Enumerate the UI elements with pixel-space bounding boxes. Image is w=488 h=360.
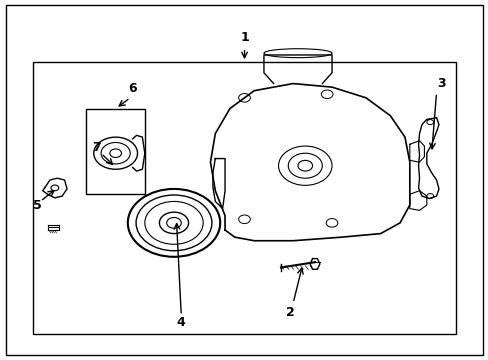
Text: 2: 2 [286,306,294,319]
Text: 3: 3 [436,77,445,90]
Text: 7: 7 [92,141,101,154]
Text: 5: 5 [33,198,42,212]
Text: 1: 1 [240,31,248,44]
Text: 6: 6 [128,82,137,95]
Text: 4: 4 [177,316,185,329]
